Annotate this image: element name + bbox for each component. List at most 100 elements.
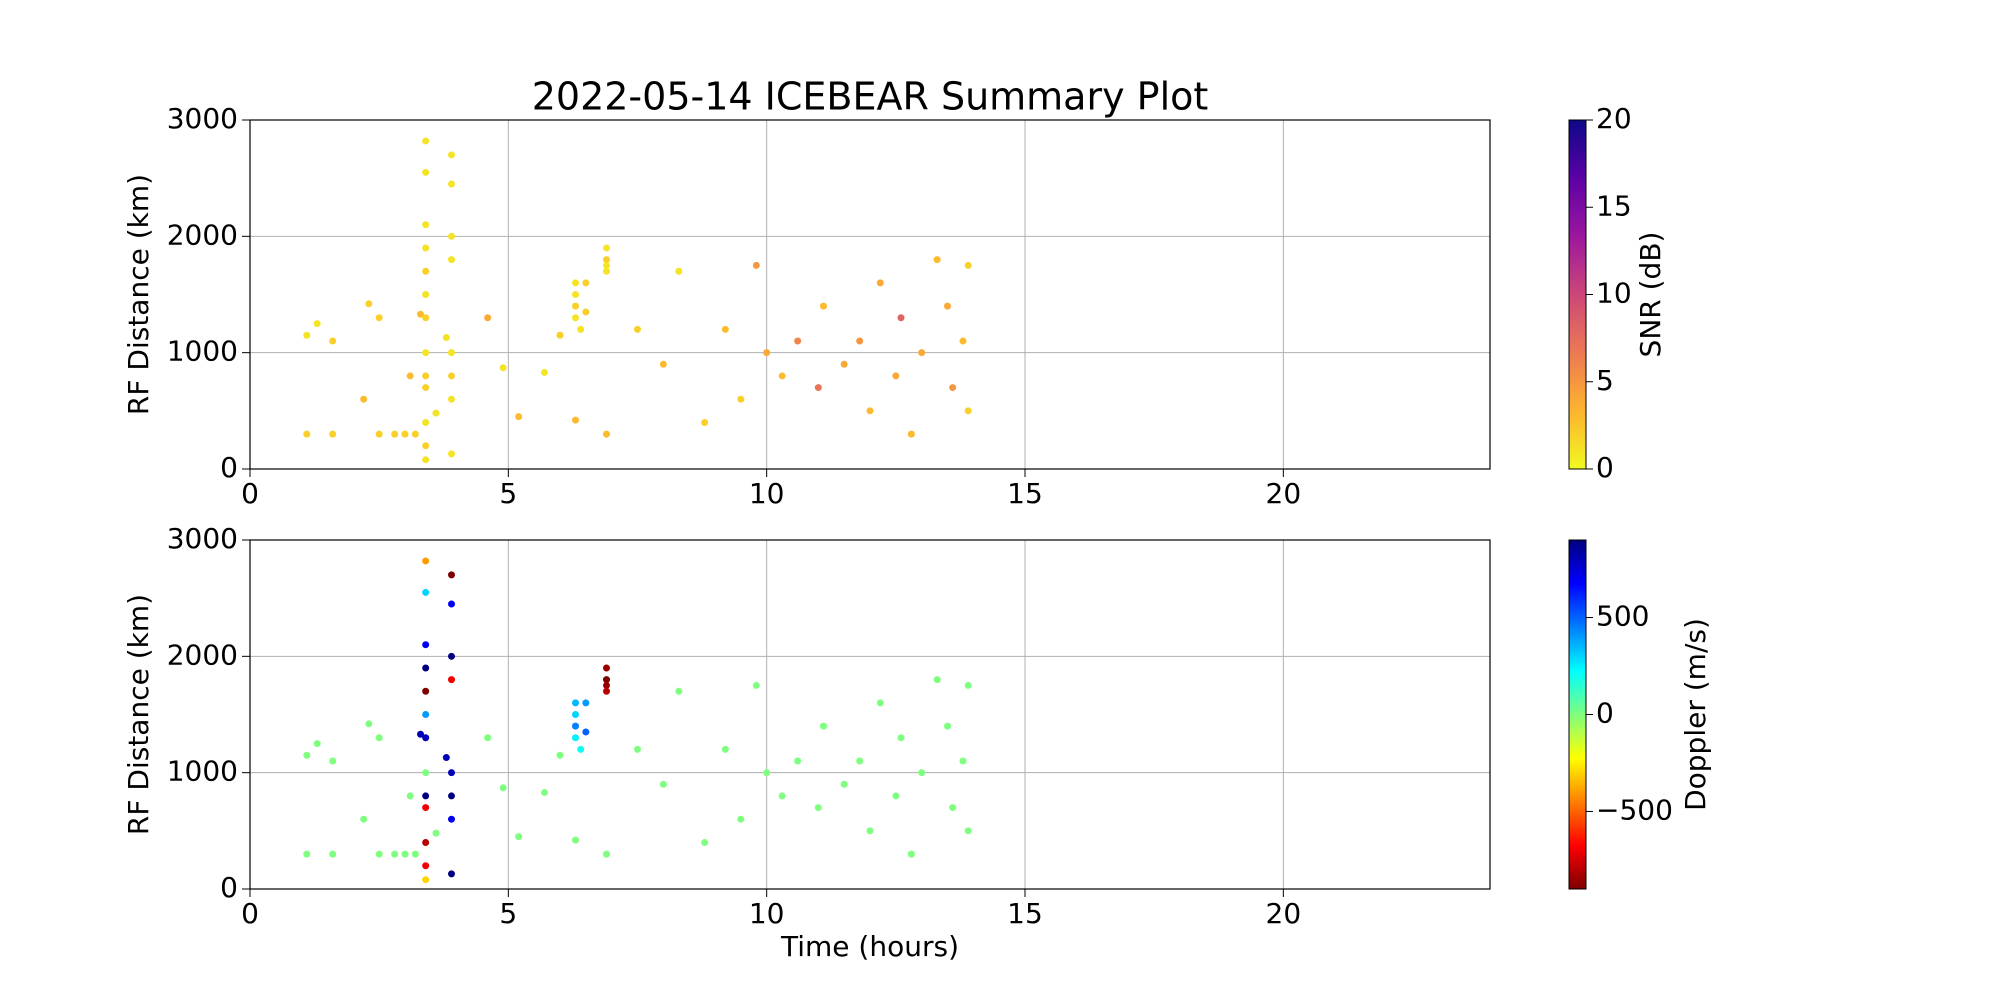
point [949,384,957,392]
point [422,137,430,145]
point [422,349,430,357]
point [329,850,337,858]
point [675,687,683,695]
point [442,754,450,762]
point [406,372,414,380]
colorbar [1568,119,1587,470]
point [422,664,430,672]
point [659,360,667,368]
point [422,442,430,450]
point [964,261,972,269]
x-tick-label: 15 [1007,477,1043,510]
point [375,314,383,322]
point [422,876,430,884]
point [964,681,972,689]
point [391,430,399,438]
point [303,850,311,858]
point [422,734,430,742]
colorbar-tick-label: 15 [1596,189,1632,222]
point [422,769,430,777]
point [401,430,409,438]
point [360,395,368,403]
point [603,676,610,684]
point [794,757,802,765]
point [634,325,641,333]
point [303,430,311,438]
x-tick-label: 20 [1266,477,1302,510]
point [763,349,771,357]
point [907,850,915,858]
point [391,850,399,858]
point [484,314,492,322]
point [737,395,745,403]
point [964,827,972,835]
point [840,360,848,368]
point [603,687,610,695]
point [422,384,430,392]
point [499,364,507,372]
point [752,681,760,689]
x-tick-label: 0 [241,477,259,510]
point [422,168,430,176]
y-tick-label: 3000 [167,102,238,135]
y-axis-label: RF Distance (km) [122,594,155,835]
point [964,407,972,415]
colorbar-label: Doppler (m/s) [1679,618,1712,811]
point [401,850,409,858]
colorbar-tick-label: 0 [1596,697,1614,730]
point [866,827,874,835]
point [582,279,590,287]
point [721,745,729,753]
point [406,792,414,800]
plot-frame [249,539,1491,890]
point [422,862,430,870]
point [556,751,564,759]
point [422,456,430,464]
point [411,430,419,438]
point [375,430,383,438]
point [484,734,492,742]
point [737,815,745,823]
point [603,681,610,689]
y-tick-label: 0 [220,451,238,484]
point [603,267,610,275]
point [721,325,729,333]
point [918,349,926,357]
point [375,734,383,742]
point [572,302,579,310]
point [701,838,709,846]
point [329,430,337,438]
y-axis-label: RF Distance (km) [122,174,155,415]
plot-frame [249,119,1491,470]
point [422,557,430,565]
point [365,300,373,308]
point [814,804,822,812]
point [763,769,771,777]
x-tick-label: 20 [1266,897,1302,930]
point [572,291,579,298]
point [448,349,455,357]
point [944,302,951,310]
point [417,310,424,318]
point [675,267,683,275]
point [422,267,430,275]
point [422,244,430,252]
point [448,652,455,660]
point [701,418,709,426]
point [329,757,337,765]
colorbar-tick-label: −500 [1596,793,1673,826]
colorbar-tick-label: 20 [1596,102,1632,135]
colorbar-tick-label: 5 [1596,364,1614,397]
point [448,450,455,458]
point [582,728,590,736]
point [778,792,786,800]
colorbar-tick-label: 10 [1596,277,1632,310]
point [876,279,884,287]
point [866,407,874,415]
point [944,722,951,730]
point [814,384,822,392]
point [448,372,455,380]
point [897,314,905,322]
x-tick-label: 10 [749,897,785,930]
x-tick-label: 5 [499,477,517,510]
